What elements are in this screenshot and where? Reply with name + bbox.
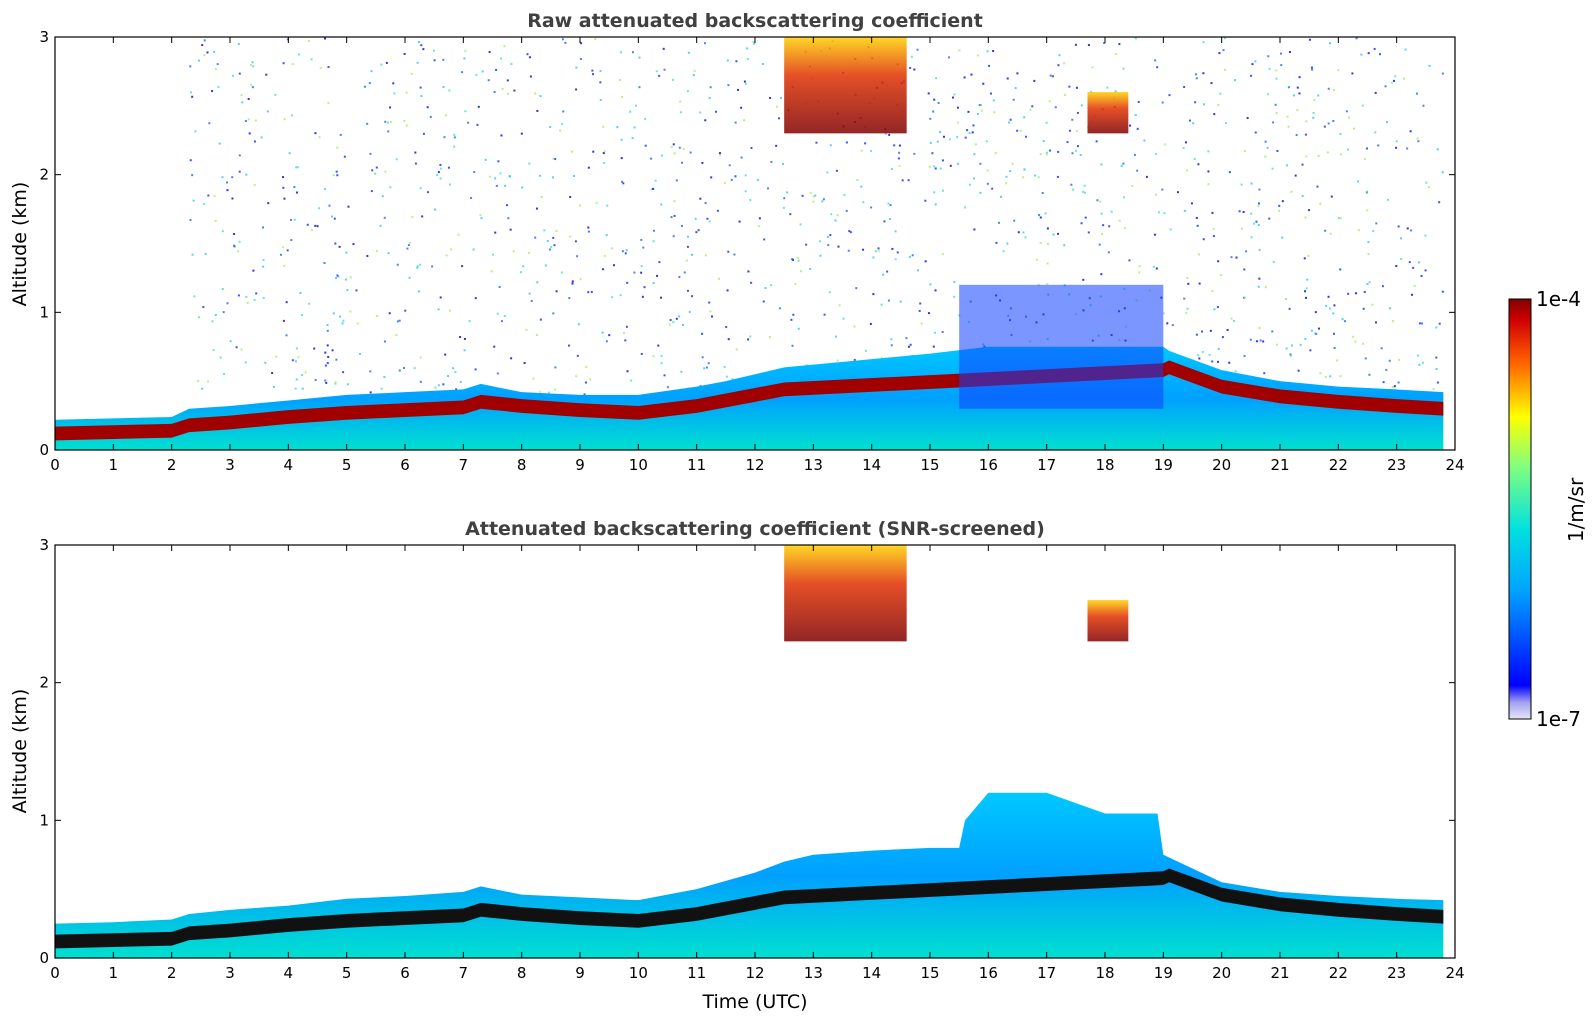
x-tick-label: 24 xyxy=(1445,964,1464,982)
x-tick-label: 12 xyxy=(745,964,764,982)
x-tick-label: 17 xyxy=(1037,456,1056,474)
y-tick-label: 1 xyxy=(39,811,49,829)
x-tick-label: 5 xyxy=(342,964,352,982)
x-tick-label: 10 xyxy=(629,456,648,474)
x-tick-label: 3 xyxy=(225,456,235,474)
x-tick-label: 16 xyxy=(979,964,998,982)
x-tick-label: 4 xyxy=(284,456,294,474)
y-tick-label: 3 xyxy=(39,28,49,46)
colorbar-max-label: 1e-4 xyxy=(1536,287,1581,311)
x-tick-label: 18 xyxy=(1095,456,1114,474)
x-tick-label: 22 xyxy=(1329,456,1348,474)
x-tick-label: 5 xyxy=(342,456,352,474)
x-tick-label: 11 xyxy=(687,964,706,982)
x-tick-label: 14 xyxy=(862,456,881,474)
x-tick-label: 15 xyxy=(920,964,939,982)
panel-screened-title: Attenuated backscattering coefficient (S… xyxy=(465,518,1045,540)
x-tick-label: 9 xyxy=(575,456,585,474)
x-tick-label: 23 xyxy=(1387,456,1406,474)
panel-raw-y-axis-label: Altitude (km) xyxy=(9,182,31,307)
x-tick-label: 15 xyxy=(920,456,939,474)
cloud-3 xyxy=(959,284,1164,409)
x-tick-label: 21 xyxy=(1270,456,1289,474)
y-tick-label: 1 xyxy=(39,303,49,321)
x-tick-label: 17 xyxy=(1037,964,1056,982)
x-tick-label: 13 xyxy=(804,456,823,474)
panel-raw-x-axis: 0 1 2 3 4 5 6 7 8 9 10 11 12 13 14 15 16 17 18 19 20 21 22 23 24 xyxy=(50,37,1465,474)
x-tick-label: 12 xyxy=(745,456,764,474)
x-tick-label: 22 xyxy=(1329,964,1348,982)
colorbar-min-label: 1e-7 xyxy=(1536,707,1581,731)
x-tick-label: 11 xyxy=(687,456,706,474)
x-tick-label: 6 xyxy=(400,964,410,982)
cloud-1 xyxy=(784,545,907,642)
x-tick-label: 0 xyxy=(50,456,60,474)
y-tick-label: 0 xyxy=(39,441,49,459)
x-tick-label: 7 xyxy=(459,964,469,982)
panel-raw: Raw attenuated backscattering coefficien… xyxy=(9,10,1465,474)
x-axis-label: Time (UTC) xyxy=(701,991,807,1013)
x-tick-label: 24 xyxy=(1445,456,1464,474)
x-tick-label: 21 xyxy=(1270,964,1289,982)
cloud-1 xyxy=(784,37,907,134)
x-tick-label: 1 xyxy=(109,964,119,982)
y-tick-label: 2 xyxy=(39,166,49,184)
panel-screened: Attenuated backscattering coefficient (S… xyxy=(9,518,1465,1013)
x-tick-label: 14 xyxy=(862,964,881,982)
aerosol-layer xyxy=(55,868,1444,949)
y-tick-label: 0 xyxy=(39,949,49,967)
cloud-2 xyxy=(1087,92,1129,134)
x-tick-label: 3 xyxy=(225,964,235,982)
colorbar-gradient xyxy=(1508,298,1532,720)
panel-screened-y-axis-label: Altitude (km) xyxy=(9,689,31,814)
panel-screened-plot-area xyxy=(55,545,1455,958)
panel-screened-y-axis: 0 1 2 3 xyxy=(39,536,1455,967)
cloud-2 xyxy=(1087,600,1129,642)
x-tick-label: 8 xyxy=(517,964,527,982)
noise-speckle xyxy=(189,37,1444,397)
y-tick-label: 3 xyxy=(39,536,49,554)
x-tick-label: 19 xyxy=(1154,456,1173,474)
x-tick-label: 4 xyxy=(284,964,294,982)
panel-raw-title: Raw attenuated backscattering coefficien… xyxy=(527,10,983,32)
panel-screened-x-axis: 0 1 2 3 4 5 6 7 8 9 10 11 12 13 14 15 16 17 18 19 20 21 22 23 24 xyxy=(50,545,1465,982)
x-tick-label: 16 xyxy=(979,456,998,474)
colorbar-unit-label: 1/m/sr xyxy=(1564,477,1588,542)
x-tick-label: 19 xyxy=(1154,964,1173,982)
x-tick-label: 8 xyxy=(517,456,527,474)
x-tick-label: 10 xyxy=(629,964,648,982)
x-tick-label: 2 xyxy=(167,964,177,982)
x-tick-label: 6 xyxy=(400,456,410,474)
x-tick-label: 13 xyxy=(804,964,823,982)
x-tick-label: 20 xyxy=(1212,964,1231,982)
x-tick-label: 0 xyxy=(50,964,60,982)
panel-raw-y-axis: 0 1 2 3 xyxy=(39,28,1455,459)
x-tick-label: 18 xyxy=(1095,964,1114,982)
panel-raw-plot-area xyxy=(55,37,1455,450)
x-tick-label: 9 xyxy=(575,964,585,982)
aerosol-layer xyxy=(55,360,1444,441)
x-tick-label: 23 xyxy=(1387,964,1406,982)
x-tick-label: 2 xyxy=(167,456,177,474)
x-tick-label: 7 xyxy=(459,456,469,474)
x-tick-label: 1 xyxy=(109,456,119,474)
y-tick-label: 2 xyxy=(39,674,49,692)
colorbar: 1e-4 1e-7 1/m/sr xyxy=(1508,287,1588,731)
x-tick-label: 20 xyxy=(1212,456,1231,474)
